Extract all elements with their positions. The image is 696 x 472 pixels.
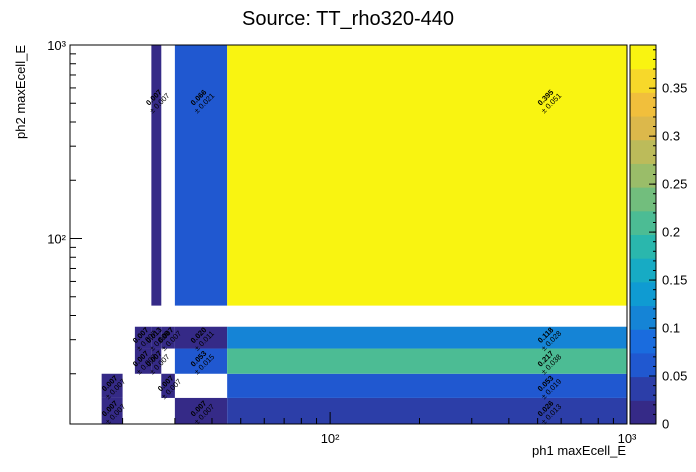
heatmap-cell: [174, 326, 228, 349]
heatmap-cell: [151, 348, 162, 374]
x-tick-label: 10²: [321, 431, 340, 446]
heatmap-cell: [134, 348, 152, 374]
colorbar-segment: [630, 210, 656, 235]
heatmap-cell: [134, 326, 152, 349]
y-tick-label: 10³: [47, 38, 66, 53]
heatmap-cell: [227, 373, 627, 398]
heatmap-cell: [151, 326, 162, 349]
colorbar: 0 0.05 0.1 0.15 0.2 0.25 0.3 0.35: [629, 44, 687, 432]
heatmap-cell: [227, 348, 627, 374]
colorbar-segment: [630, 234, 656, 259]
chart-title: Source: TT_rho320-440: [242, 8, 454, 30]
colorbar-tick-label: 0.1: [662, 321, 680, 336]
heatmap-cells: [101, 45, 627, 424]
heatmap-cell: [227, 45, 627, 306]
x-tick-label: 10³: [618, 431, 637, 446]
cell-label: 0.007± 0.007: [156, 374, 183, 401]
colorbar-tick-label: 0.35: [662, 81, 687, 96]
colorbar-segment: [630, 163, 656, 188]
colorbar-segment: [630, 281, 656, 307]
colorbar-tick-label: 0.3: [662, 129, 680, 144]
colorbar-segment: [630, 305, 656, 330]
colorbar-segment: [630, 45, 656, 70]
heatmap-cell: [101, 397, 123, 424]
colorbar-segment: [630, 329, 656, 354]
x-axis-label: ph1 maxEcell_E: [532, 443, 626, 458]
colorbar-segment: [630, 258, 656, 283]
colorbar-segment: [630, 139, 656, 164]
heatmap-cell: [101, 373, 123, 398]
heatmap-cell: [174, 397, 228, 424]
y-axis-label: ph2 maxEcell_E: [13, 45, 28, 139]
heatmap-cell: [161, 373, 175, 398]
cell-label: 0.007± 0.007: [144, 88, 171, 115]
colorbar-tick-label: 0.2: [662, 225, 680, 240]
colorbar-segment: [630, 352, 656, 378]
colorbar-tick-label: 0.15: [662, 273, 687, 288]
axes: 10² 10³ 10² 10³: [47, 38, 637, 446]
heatmap-cell: [174, 45, 228, 306]
colorbar-segment: [630, 376, 656, 401]
colorbar-frame: [629, 44, 657, 425]
colorbar-tick-label: 0.05: [662, 369, 687, 384]
heatmap-cell: [227, 326, 627, 349]
colorbar-segment: [630, 400, 656, 425]
heatmap-cell: [161, 326, 175, 349]
heatmap-cell: [151, 45, 162, 306]
colorbar-tick-label: 0: [662, 417, 669, 432]
plot-frame: [69, 44, 628, 425]
colorbar-segment: [630, 68, 656, 93]
heatmap-cell: [227, 397, 627, 424]
colorbar-tick-label: 0.25: [662, 177, 687, 192]
colorbar-segment: [630, 92, 656, 117]
colorbar-segment: [630, 187, 656, 212]
heatmap-cell: [174, 348, 228, 374]
y-tick-label: 10²: [47, 232, 66, 247]
